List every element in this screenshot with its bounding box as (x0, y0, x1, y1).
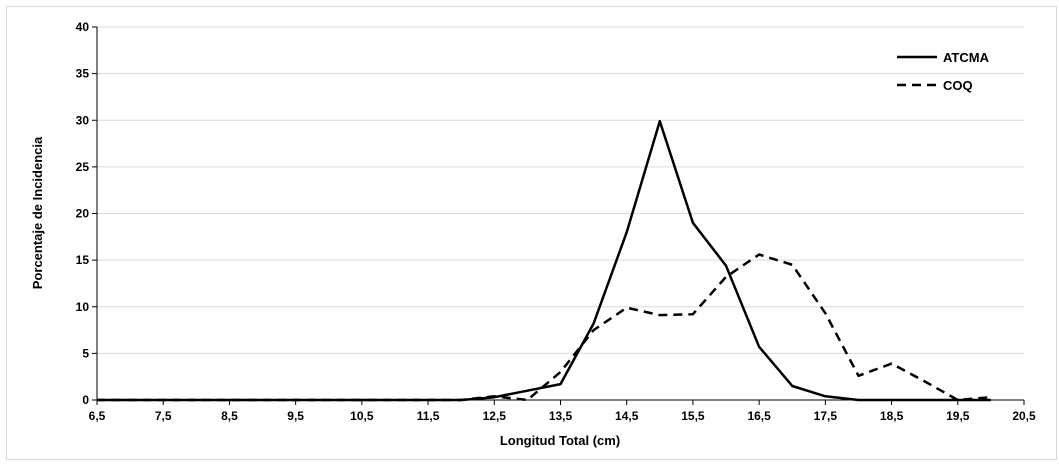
x-tick-labels: 6,5 7,5 8,5 9,5 10,5 11,5 12,5 13,5 14,5 15,5 16,5… (89, 400, 1036, 423)
y-tick-label: 35 (76, 67, 90, 81)
y-axis-title: Porcentaje de Incidencia (30, 136, 45, 289)
legend: ATCMA COQ (897, 50, 990, 93)
x-tick-label: 9,5 (287, 409, 304, 423)
x-tick-label: 12,5 (483, 409, 507, 423)
y-tick-label: 0 (82, 393, 89, 407)
y-tick-label: 30 (76, 113, 90, 127)
x-tick-label: 18,5 (880, 409, 904, 423)
y-tick-label: 20 (76, 207, 90, 221)
x-tick-label: 16,5 (747, 409, 771, 423)
y-tick-label: 40 (76, 20, 90, 34)
series-line-coq (97, 255, 991, 401)
y-tick-label: 25 (76, 160, 90, 174)
x-tick-label: 17,5 (814, 409, 838, 423)
grid-lines (97, 27, 1024, 353)
y-tick-label: 5 (82, 346, 89, 360)
line-chart: 0 5 10 15 20 25 30 35 40 6,5 7,5 8,5 9,5 10,5 11,5 12,… (7, 7, 1056, 459)
x-tick-label: 19,5 (946, 409, 970, 423)
x-tick-label: 6,5 (89, 409, 106, 423)
x-tick-label: 20,5 (1012, 409, 1036, 423)
y-tick-label: 15 (76, 253, 90, 267)
x-tick-label: 14,5 (615, 409, 639, 423)
x-axis-title: Longitud Total (cm) (500, 433, 620, 448)
x-tick-label: 8,5 (221, 409, 238, 423)
y-tick-labels: 0 5 10 15 20 25 30 35 40 (76, 20, 97, 407)
chart-container: 0 5 10 15 20 25 30 35 40 6,5 7,5 8,5 9,5 10,5 11,5 12,… (6, 6, 1057, 460)
x-tick-label: 11,5 (417, 409, 440, 423)
x-tick-label: 7,5 (155, 409, 172, 423)
legend-label-coq: COQ (943, 78, 973, 93)
x-tick-label: 13,5 (549, 409, 573, 423)
x-tick-label: 15,5 (681, 409, 705, 423)
x-tick-label: 10,5 (350, 409, 374, 423)
y-tick-label: 10 (76, 300, 90, 314)
legend-label-atcma: ATCMA (943, 50, 990, 65)
